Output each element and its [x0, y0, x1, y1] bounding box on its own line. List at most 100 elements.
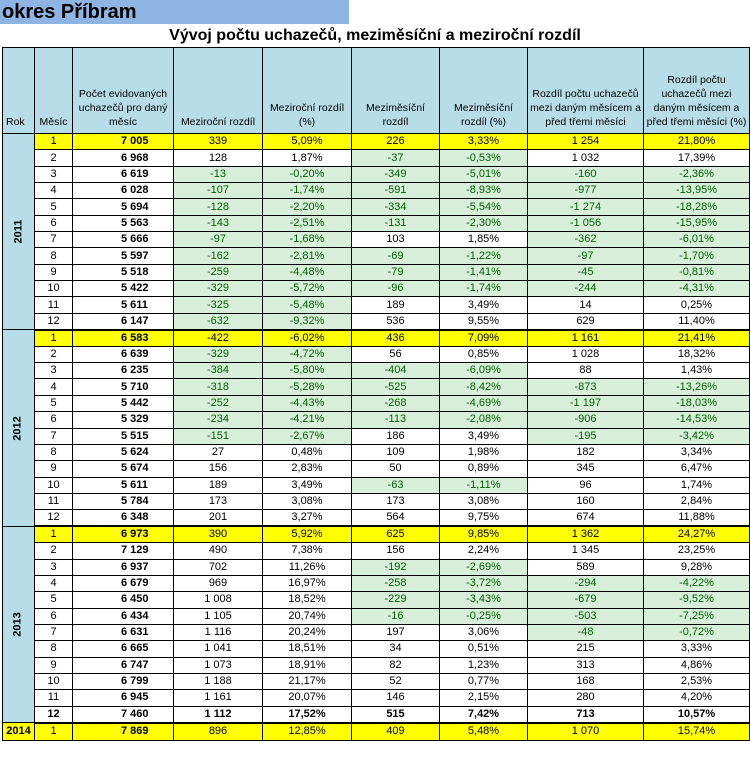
- yoy-cell: 1 188: [173, 672, 263, 691]
- yoy-cell: -97: [173, 231, 263, 249]
- yoy-cell: -318: [173, 378, 263, 396]
- q3-cell: 313: [527, 656, 644, 674]
- yoy-pct-cell: -5,48%: [262, 296, 352, 314]
- region-title: okres Příbram: [0, 0, 349, 24]
- month-cell: 6: [34, 411, 73, 429]
- mom-pct-cell: -1,41%: [439, 263, 528, 282]
- table-row: 11 5 611 -325 -5,48% 189 3,49% 14 0,25%: [3, 296, 750, 314]
- q3-pct-cell: 0,25%: [643, 296, 750, 314]
- mom-pct-cell: -1,11%: [439, 476, 528, 494]
- mom-pct-cell: 9,85%: [439, 525, 528, 544]
- yoy-cell: -329: [173, 280, 263, 298]
- yoy-pct-cell: 21,17%: [262, 672, 352, 691]
- q3-cell: -294: [527, 574, 644, 593]
- q3-cell: -679: [527, 591, 644, 609]
- q3-pct-cell: -7,25%: [643, 607, 750, 625]
- month-cell: 1: [34, 722, 73, 741]
- yoy-pct-cell: -4,43%: [262, 394, 352, 413]
- mom-pct-cell: -3,72%: [439, 574, 528, 593]
- yoy-pct-cell: -5,28%: [262, 378, 352, 396]
- table-row: 12 6 147 -632 -9,32% 536 9,55% 629 11,40%: [3, 312, 750, 331]
- yoy-cell: 189: [173, 476, 263, 494]
- count-cell: 7 129: [72, 542, 174, 560]
- count-cell: 5 611: [72, 476, 174, 494]
- mom-pct-cell: 0,77%: [439, 672, 528, 691]
- yoy-pct-cell: -1,74%: [262, 182, 352, 200]
- yoy-pct-cell: 5,09%: [262, 132, 352, 151]
- q3-pct-cell: 4,20%: [643, 689, 750, 707]
- yoy-cell: -252: [173, 394, 263, 413]
- header-count: Počet evidovaných uchazečů pro daný měsí…: [72, 47, 174, 134]
- mom-pct-cell: -3,43%: [439, 591, 528, 609]
- month-cell: 4: [34, 378, 73, 396]
- table-row: 2012 1 6 583 -422 -6,02% 436 7,09% 1 161 21,41%: [2, 329, 750, 527]
- mom-cell: 50: [351, 460, 440, 478]
- mom-cell: 156: [351, 542, 440, 560]
- q3-pct-cell: 11,88%: [643, 509, 750, 528]
- count-cell: 5 515: [72, 427, 174, 445]
- mom-cell: 56: [351, 345, 440, 364]
- table-row: 10 5 611 189 3,49% -63 -1,11% 96 1,74%: [3, 476, 750, 494]
- q3-cell: 1 362: [527, 525, 644, 544]
- q3-cell: -1 056: [527, 214, 644, 233]
- mom-pct-cell: 3,08%: [439, 492, 528, 511]
- month-cell: 10: [34, 476, 73, 494]
- q3-pct-cell: 18,32%: [643, 345, 750, 364]
- yoy-pct-cell: 11,26%: [262, 558, 352, 576]
- year-cell: 2013: [2, 525, 35, 724]
- q3-cell: 96: [527, 476, 644, 494]
- table-row: 10 5 422 -329 -5,72% -96 -1,74% -244 -4,31%: [3, 280, 750, 298]
- count-cell: 5 442: [72, 394, 174, 413]
- q3-pct-cell: 6,47%: [643, 460, 750, 478]
- month-cell: 7: [34, 427, 73, 445]
- year-cell: 2012: [2, 329, 35, 527]
- yoy-pct-cell: -0,20%: [262, 165, 352, 184]
- yoy-cell: -13: [173, 165, 263, 184]
- yoy-pct-cell: 20,74%: [262, 607, 352, 625]
- yoy-pct-cell: -5,80%: [262, 362, 352, 380]
- q3-pct-cell: 4,86%: [643, 656, 750, 674]
- month-cell: 9: [34, 263, 73, 282]
- mom-pct-cell: 1,85%: [439, 231, 528, 249]
- q3-cell: -48: [527, 623, 644, 642]
- month-cell: 8: [34, 443, 73, 462]
- count-cell: 7 460: [72, 705, 174, 724]
- q3-pct-cell: 2,53%: [643, 672, 750, 691]
- yoy-pct-cell: 5,92%: [262, 525, 352, 544]
- count-cell: 5 518: [72, 263, 174, 282]
- q3-pct-cell: 24,27%: [643, 525, 750, 544]
- yoy-cell: 27: [173, 443, 263, 462]
- month-cell: 1: [34, 329, 73, 347]
- yoy-cell: 702: [173, 558, 263, 576]
- yoy-cell: -107: [173, 182, 263, 200]
- count-cell: 5 422: [72, 280, 174, 298]
- yoy-cell: 156: [173, 460, 263, 478]
- mom-pct-cell: 3,49%: [439, 296, 528, 314]
- table-row: 10 6 799 1 188 21,17% 52 0,77% 168 2,53%: [3, 672, 750, 691]
- q3-cell: 1 070: [527, 722, 644, 741]
- header-yoy: Meziroční rozdíl: [173, 47, 263, 134]
- mom-cell: 409: [351, 722, 440, 741]
- month-cell: 2: [34, 345, 73, 364]
- q3-cell: 160: [527, 492, 644, 511]
- q3-pct-cell: -15,95%: [643, 214, 750, 233]
- q3-cell: -503: [527, 607, 644, 625]
- count-cell: 6 583: [72, 329, 174, 347]
- yoy-cell: -422: [173, 329, 263, 347]
- yoy-cell: 390: [173, 525, 263, 544]
- mom-cell: -37: [351, 149, 440, 167]
- count-cell: 6 665: [72, 640, 174, 658]
- yoy-pct-cell: 20,24%: [262, 623, 352, 642]
- q3-cell: 182: [527, 443, 644, 462]
- mom-cell: 82: [351, 656, 440, 674]
- q3-pct-cell: 17,39%: [643, 149, 750, 167]
- yoy-pct-cell: 18,91%: [262, 656, 352, 674]
- header-mom: Meziměsíční rozdíl: [351, 47, 440, 134]
- year-label: 2013: [11, 612, 24, 637]
